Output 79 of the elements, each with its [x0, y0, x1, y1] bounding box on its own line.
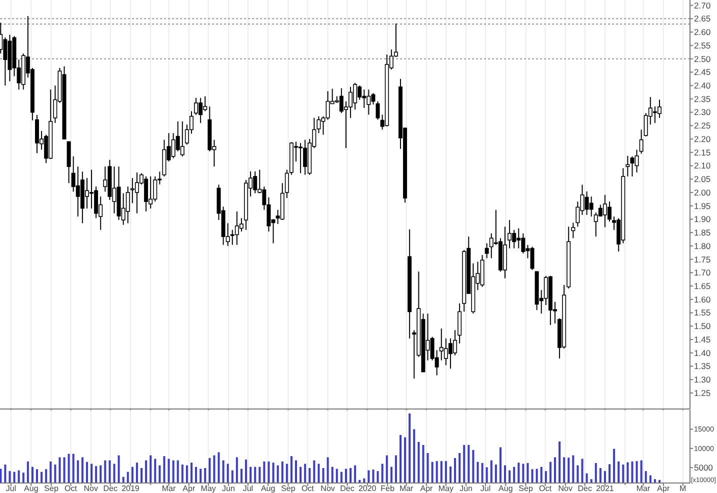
y-tick-label: 2.60	[694, 27, 711, 38]
candlestick	[239, 218, 244, 232]
y-tick-label: 1.75	[694, 254, 711, 264]
x-tick-label: Aug	[498, 484, 513, 493]
y-tick-label: 1.60	[694, 294, 711, 304]
y-tick-label: 1.70	[694, 268, 711, 278]
x-tick-label: Apr	[182, 484, 196, 493]
candlestick	[126, 186, 130, 224]
x-tick-label: Jun	[460, 484, 473, 493]
candlestick	[589, 196, 594, 218]
y-tick-label: 1.55	[694, 308, 711, 318]
y-tick-label: 2.15	[694, 147, 711, 158]
y-tick-label: 2.30	[694, 107, 711, 118]
y-tick-label: 1.30	[694, 374, 711, 385]
candlestick	[484, 242, 489, 259]
y-tick-label: 2.55	[694, 40, 711, 50]
x-tick-label: May	[200, 484, 216, 493]
y-tick-label: 2.40	[694, 80, 711, 91]
x-tick-label: Mar	[399, 484, 414, 493]
x-tick-label: Oct	[539, 484, 552, 493]
candlestick	[508, 220, 512, 249]
x-tick-label: Jun	[222, 484, 235, 493]
x-tick-label: Sep	[281, 484, 296, 493]
y-tick-label: 1.40	[694, 348, 711, 358]
y-tick-label: 1.85	[694, 228, 711, 238]
x-tick-label: M	[680, 484, 687, 493]
y-tick-label: 2.25	[694, 120, 711, 131]
y-tick-label: 2.65	[694, 14, 711, 24]
candlestick	[284, 169, 289, 199]
y-tick-label: 1.90	[694, 214, 711, 224]
candlestick	[376, 100, 380, 120]
y-tick-label: 2.20	[694, 134, 711, 144]
y-tick-label: 2.00	[694, 187, 711, 198]
x-tick-label: Sep	[44, 484, 59, 493]
x-tick-label: Nov	[320, 484, 335, 493]
y-tick-label: 2.05	[694, 174, 711, 184]
y-tick-label: 2.70	[694, 0, 711, 10]
x-tick-label: 2021	[596, 484, 614, 493]
x-tick-label: Dec	[578, 484, 592, 493]
x-tick-label: Aug	[24, 484, 38, 493]
candlestick	[194, 97, 198, 116]
y-tick-label: 1.25	[694, 388, 711, 398]
candlestick	[571, 222, 576, 239]
x-tick-label: 2019	[122, 484, 140, 493]
y-tick-label: 5000	[694, 462, 714, 473]
x-tick-label: Dec	[340, 484, 354, 493]
y-tick-label: 1.95	[694, 200, 711, 211]
x-tick-label: Apr	[420, 484, 434, 493]
x-tick-label: Oct	[64, 484, 78, 493]
y-tick-label: 1.65	[694, 281, 711, 292]
x-tick-label: Jul	[242, 484, 254, 493]
y-tick-label: 1.35	[694, 361, 711, 372]
x-tick-label: Oct	[301, 484, 315, 493]
candlestick	[657, 99, 662, 118]
y-tick-label: 2.35	[694, 94, 711, 104]
x-tick-label: Nov	[84, 484, 98, 493]
x-tick-label: Mar	[162, 484, 176, 493]
candlestick	[180, 120, 184, 157]
x-tick-label: Nov	[558, 484, 572, 493]
x-tick-label: Mar	[636, 484, 650, 493]
x-tick-label: Sep	[518, 484, 534, 493]
candlestick	[639, 129, 644, 154]
y-tick-label: 1.50	[694, 321, 711, 332]
candlestick	[626, 155, 630, 177]
candlestick	[458, 302, 462, 344]
x-tick-label: 2020	[358, 484, 377, 493]
x-tick-label: Jul	[480, 484, 491, 493]
x-tick-label: Jul	[6, 484, 16, 493]
x-tick-label: Aug	[260, 484, 276, 493]
x-tick-label: Dec	[103, 484, 118, 493]
candlestick	[3, 36, 8, 86]
y-tick-label: 1.80	[694, 240, 711, 251]
y-tick-label: 2.50	[694, 54, 711, 64]
x-tick-label: Feb	[380, 484, 395, 493]
y-tick-label: 1.45	[694, 334, 711, 344]
y-tick-label: 2.45	[694, 67, 711, 78]
x-tick-label: Apr	[657, 484, 670, 493]
x-tick-label: May	[438, 484, 454, 493]
y-tick-label: 2.10	[694, 160, 711, 171]
